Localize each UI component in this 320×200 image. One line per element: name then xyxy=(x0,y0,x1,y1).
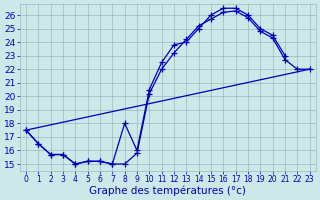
X-axis label: Graphe des températures (°c): Graphe des températures (°c) xyxy=(89,185,246,196)
